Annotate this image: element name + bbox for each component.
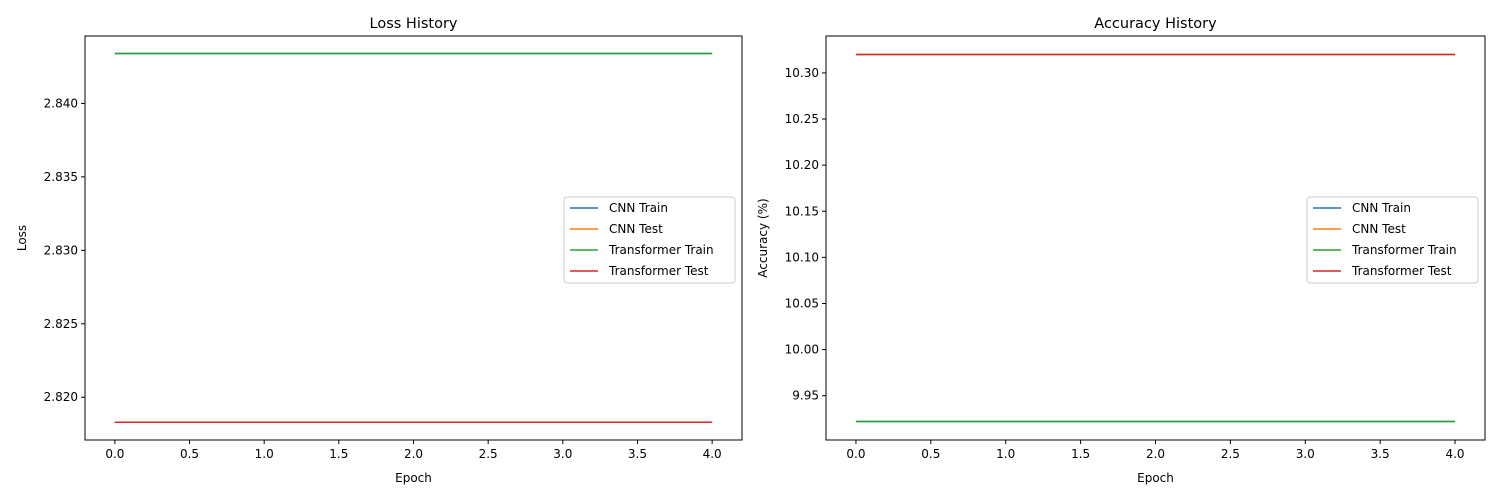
y-tick-label: 10.05 (785, 296, 819, 310)
y-tick-label: 2.835 (44, 170, 78, 184)
chart-title: Accuracy History (1094, 16, 1217, 32)
plot-area (84, 35, 743, 441)
x-tick-label: 3.5 (628, 447, 647, 461)
x-tick-label: 0.0 (846, 447, 865, 461)
y-tick-label: 10.10 (785, 250, 819, 264)
legend-label: CNN Test (1352, 222, 1406, 236)
accuracy-chart: Accuracy History 0.0 0.5 1.0 1.5 2.0 2.5 3.0 3.… (756, 16, 1486, 485)
x-tick-label: 2.0 (404, 447, 423, 461)
x-tick-label: 0.5 (180, 447, 199, 461)
y-tick-label: 10.30 (785, 66, 819, 80)
x-tick-label: 2.5 (479, 447, 498, 461)
series-layer (114, 52, 713, 423)
y-tick-label: 2.820 (44, 390, 78, 404)
y-tick-label: 2.830 (44, 243, 78, 257)
legend-box (563, 196, 736, 284)
x-tick-label: 2.0 (1146, 447, 1165, 461)
legend-label: Transformer Test (608, 264, 709, 278)
y-tick-label: 10.00 (785, 343, 819, 357)
y-tick-label: 2.825 (44, 317, 78, 331)
legend-label: CNN Test (609, 222, 663, 236)
x-tick-label: 4.0 (703, 447, 722, 461)
x-tick-label: 3.5 (1371, 447, 1390, 461)
x-axis-label: Epoch (1137, 471, 1174, 485)
y-tick-label: 10.15 (785, 204, 819, 218)
legend: CNN Train CNN Test Transformer Train Transf… (1306, 196, 1479, 284)
legend-box (1306, 196, 1479, 284)
y-ticks: 2.820 2.825 2.830 2.835 2.840 (44, 96, 85, 404)
legend-label: Transformer Train (608, 243, 714, 257)
x-tick-label: 2.5 (1221, 447, 1240, 461)
legend-label: Transformer Train (1351, 243, 1457, 257)
x-tick-label: 0.0 (105, 447, 124, 461)
x-axis-label: Epoch (395, 471, 432, 485)
y-axis-label: Loss (15, 225, 29, 251)
x-tick-label: 1.0 (255, 447, 274, 461)
series-layer (855, 53, 1456, 423)
y-axis-label: Accuracy (%) (756, 198, 770, 277)
chart-title: Loss History (370, 16, 458, 32)
legend: CNN Train CNN Test Transformer Train Transf… (563, 196, 736, 284)
y-tick-label: 10.25 (785, 112, 819, 126)
y-ticks: 9.95 10.00 10.05 10.10 10.15 10.20 10.25 10.30 (785, 66, 826, 403)
x-tick-label: 1.5 (1071, 447, 1090, 461)
x-tick-label: 1.5 (329, 447, 348, 461)
y-tick-label: 2.840 (44, 96, 78, 110)
x-ticks: 0.0 0.5 1.0 1.5 2.0 2.5 3.0 3.5 4.0 (105, 440, 722, 461)
x-tick-label: 3.0 (553, 447, 572, 461)
loss-chart: Loss History 0.0 0.5 1.0 1.5 2.0 2.5 3.0 3.5 4.0… (15, 16, 743, 485)
y-tick-label: 10.20 (785, 158, 819, 172)
x-tick-label: 3.0 (1296, 447, 1315, 461)
x-ticks: 0.0 0.5 1.0 1.5 2.0 2.5 3.0 3.5 4.0 (846, 440, 1465, 461)
x-tick-label: 4.0 (1445, 447, 1464, 461)
y-tick-label: 9.95 (792, 389, 819, 403)
legend-label: Transformer Test (1351, 264, 1452, 278)
legend-label: CNN Train (1352, 201, 1411, 215)
x-tick-label: 0.5 (921, 447, 940, 461)
x-tick-label: 1.0 (996, 447, 1015, 461)
legend-label: CNN Train (609, 201, 668, 215)
